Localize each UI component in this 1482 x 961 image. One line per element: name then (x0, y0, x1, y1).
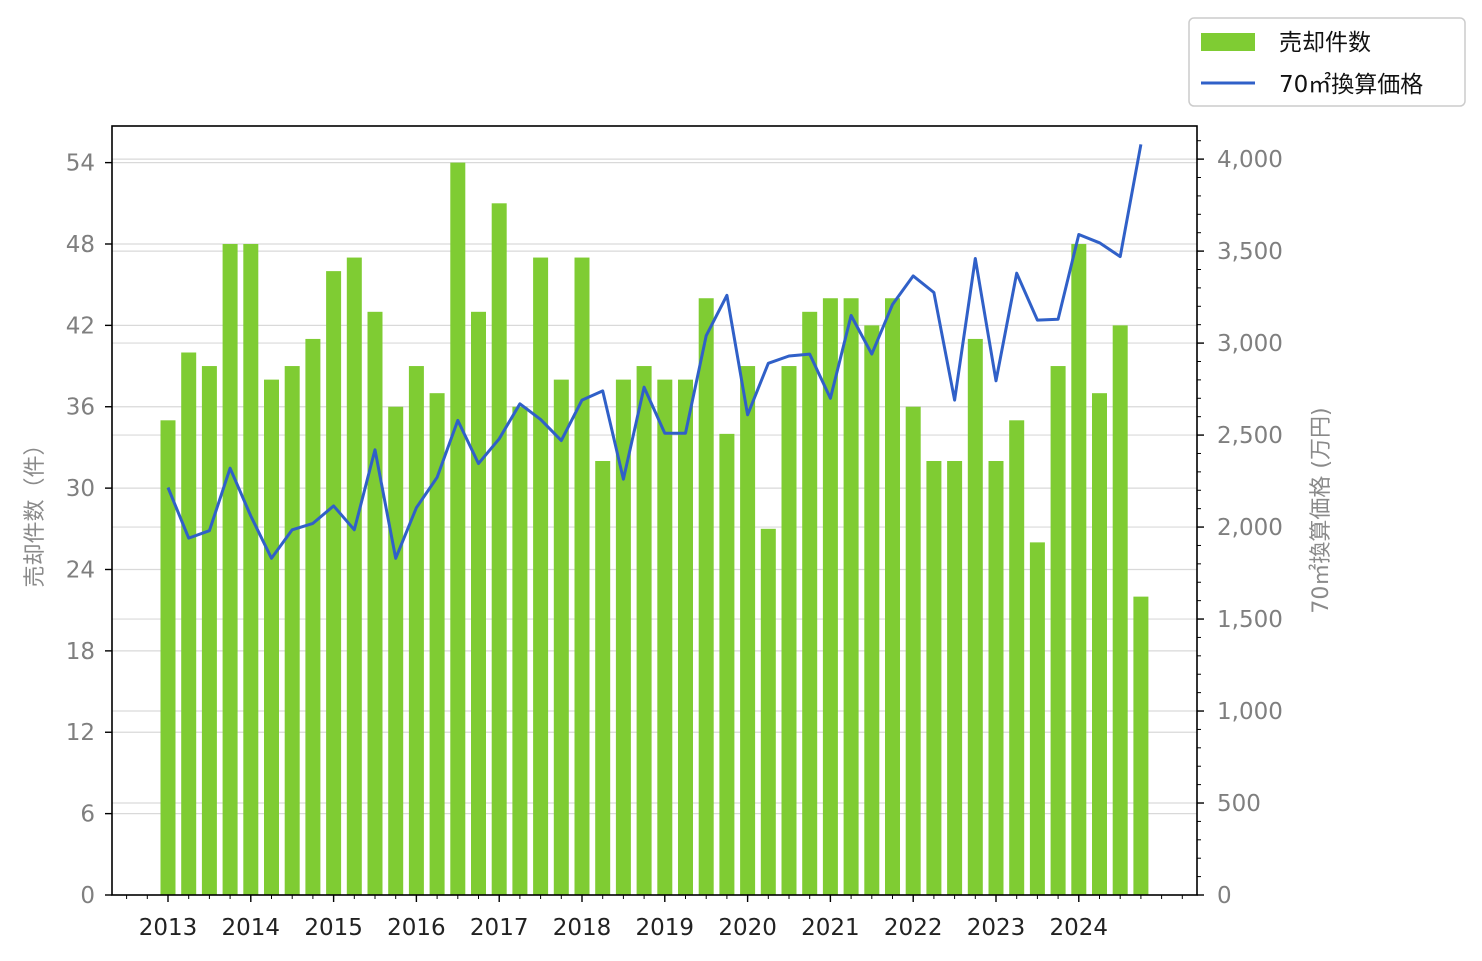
right-tick-label: 0 (1217, 883, 1232, 909)
bar (450, 162, 466, 896)
bar (1092, 393, 1107, 895)
bar (243, 243, 259, 896)
bar (595, 460, 611, 895)
bar (1050, 366, 1066, 895)
left-tick-label: 36 (66, 395, 95, 421)
left-tick-label: 12 (66, 720, 95, 746)
bar-series (160, 162, 1149, 896)
bar (678, 379, 693, 895)
bar (740, 366, 756, 895)
bar (222, 243, 238, 896)
left-tick-label: 0 (80, 883, 95, 909)
bar (284, 366, 300, 895)
bar (843, 298, 859, 896)
bar (326, 271, 342, 895)
legend-line-label: 70㎡換算価格 (1279, 72, 1423, 98)
bar (471, 311, 486, 896)
right-tick-label: 4,000 (1217, 147, 1283, 173)
price-line (166, 144, 1143, 560)
x-tick-label: 2020 (718, 915, 777, 941)
bar (781, 366, 797, 895)
right-tick-label: 2,500 (1217, 423, 1283, 449)
bar (657, 379, 673, 895)
left-tick-label: 42 (66, 313, 95, 339)
line-series (166, 144, 1143, 560)
left-tick-label: 48 (66, 232, 95, 258)
bar (802, 311, 818, 896)
bar (264, 379, 279, 895)
right-tick-label: 3,000 (1217, 331, 1283, 357)
x-tick-label: 2015 (304, 915, 363, 941)
bar (553, 379, 569, 895)
bar (491, 203, 507, 895)
left-tick-label: 54 (66, 151, 95, 177)
bar (885, 298, 900, 896)
x-tick-label: 2018 (553, 915, 612, 941)
bar (988, 460, 1004, 895)
bar (574, 257, 590, 895)
bar (719, 433, 735, 895)
right-axis-label: 70㎡換算価格 (万円) (1308, 407, 1334, 613)
bar (1009, 420, 1025, 895)
bar (947, 460, 963, 895)
x-tick-label: 2016 (387, 915, 446, 941)
bar (636, 366, 652, 895)
bar (905, 406, 921, 895)
x-tick-label: 2014 (222, 915, 281, 941)
left-tick-label: 6 (80, 802, 95, 828)
bar (160, 420, 176, 895)
bar (181, 352, 197, 895)
left-tick-label: 18 (66, 639, 95, 665)
bar (1133, 596, 1149, 895)
x-tick-label: 2013 (139, 915, 198, 941)
legend-bar-label: 売却件数 (1279, 30, 1371, 56)
x-tick-label: 2017 (470, 915, 529, 941)
bar (512, 406, 528, 895)
legend-bar-swatch (1201, 33, 1255, 51)
bar (346, 257, 362, 895)
bar (822, 298, 838, 896)
bar (615, 379, 631, 895)
x-tick-label: 2023 (967, 915, 1026, 941)
bar (367, 311, 383, 896)
right-tick-label: 1,500 (1217, 607, 1283, 633)
bar (1071, 243, 1087, 896)
bar (429, 393, 445, 895)
bar (1029, 542, 1045, 895)
bar (1112, 325, 1128, 895)
right-tick-label: 500 (1217, 791, 1261, 817)
bar (864, 325, 880, 895)
x-tick-label: 2019 (636, 915, 695, 941)
legend: 売却件数 70㎡換算価格 (1188, 17, 1466, 107)
bar (533, 257, 549, 895)
left-tick-label: 30 (66, 476, 95, 502)
right-tick-label: 2,000 (1217, 515, 1283, 541)
x-tick-label: 2021 (801, 915, 860, 941)
bar (760, 528, 776, 895)
x-tick-label: 2024 (1050, 915, 1109, 941)
bar (305, 338, 321, 895)
bar (408, 366, 424, 895)
bar (201, 366, 217, 895)
bar (698, 298, 714, 896)
left-axis-label: 売却件数（件） (23, 433, 48, 587)
plot-area-frame (111, 125, 1198, 896)
x-tick-label: 2022 (884, 915, 943, 941)
right-tick-label: 1,000 (1217, 699, 1283, 725)
legend-box (1188, 17, 1466, 107)
left-tick-label: 24 (66, 557, 95, 583)
bar (388, 406, 404, 895)
bar (926, 460, 942, 895)
right-tick-label: 3,500 (1217, 239, 1283, 265)
bar (967, 338, 983, 895)
axes: 0 6 12 18 24 30 36 42 48 54 0 500 1,000 1,500 2,000 2,5… (66, 140, 1283, 941)
